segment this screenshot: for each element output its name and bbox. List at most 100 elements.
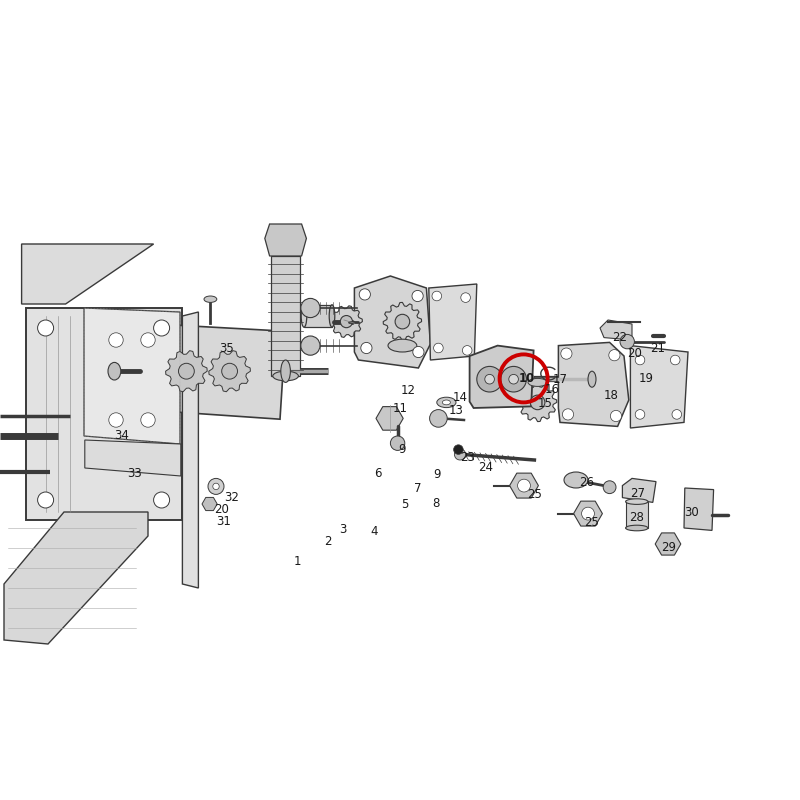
Circle shape <box>359 289 370 300</box>
Circle shape <box>461 293 470 302</box>
Polygon shape <box>518 383 557 422</box>
Ellipse shape <box>330 305 335 327</box>
Ellipse shape <box>528 378 547 386</box>
Circle shape <box>434 343 443 353</box>
Circle shape <box>432 291 442 301</box>
Text: 22: 22 <box>613 331 627 344</box>
Circle shape <box>141 413 155 427</box>
Polygon shape <box>209 350 250 392</box>
Ellipse shape <box>588 371 596 387</box>
Text: 4: 4 <box>370 525 378 538</box>
Circle shape <box>454 449 466 460</box>
Polygon shape <box>383 302 422 341</box>
Circle shape <box>609 350 620 361</box>
Circle shape <box>361 342 372 354</box>
Polygon shape <box>354 276 430 368</box>
Text: 26: 26 <box>579 476 594 489</box>
Text: 18: 18 <box>604 389 618 402</box>
Text: 35: 35 <box>219 342 234 355</box>
Ellipse shape <box>626 525 648 531</box>
Circle shape <box>340 315 353 328</box>
Circle shape <box>222 363 238 379</box>
Circle shape <box>395 314 410 329</box>
Text: 1: 1 <box>294 555 302 568</box>
Polygon shape <box>470 346 534 408</box>
Bar <box>626 502 648 528</box>
Polygon shape <box>376 406 403 430</box>
Text: 3: 3 <box>338 523 346 536</box>
Ellipse shape <box>301 305 307 327</box>
Text: 29: 29 <box>662 541 676 554</box>
Circle shape <box>390 436 405 450</box>
Polygon shape <box>684 488 714 530</box>
Circle shape <box>38 492 54 508</box>
Circle shape <box>485 374 494 384</box>
Circle shape <box>454 445 463 454</box>
Circle shape <box>635 355 645 365</box>
Polygon shape <box>574 501 602 526</box>
Circle shape <box>670 355 680 365</box>
Ellipse shape <box>281 360 290 382</box>
Polygon shape <box>202 498 218 510</box>
Circle shape <box>477 366 502 392</box>
Circle shape <box>603 481 616 494</box>
Circle shape <box>154 492 170 508</box>
Ellipse shape <box>437 397 456 407</box>
Polygon shape <box>429 284 477 360</box>
Text: 27: 27 <box>630 487 645 500</box>
Polygon shape <box>622 478 656 502</box>
Circle shape <box>561 348 572 359</box>
Circle shape <box>610 410 622 422</box>
Circle shape <box>109 333 123 347</box>
Text: 23: 23 <box>461 451 475 464</box>
Text: 25: 25 <box>585 516 599 529</box>
Text: 12: 12 <box>401 384 415 397</box>
Text: 9: 9 <box>433 468 441 481</box>
Polygon shape <box>655 533 681 555</box>
Bar <box>26 308 182 520</box>
Circle shape <box>462 346 472 355</box>
Text: 2: 2 <box>324 535 332 548</box>
Bar <box>271 256 300 376</box>
Circle shape <box>530 395 545 410</box>
Polygon shape <box>4 512 148 644</box>
Text: 15: 15 <box>538 397 553 410</box>
Circle shape <box>141 333 155 347</box>
Ellipse shape <box>564 472 588 488</box>
Circle shape <box>562 409 574 420</box>
Circle shape <box>38 320 54 336</box>
Circle shape <box>672 410 682 419</box>
Polygon shape <box>182 312 198 588</box>
Circle shape <box>635 410 645 419</box>
Text: 5: 5 <box>401 498 409 510</box>
Text: 31: 31 <box>216 515 230 528</box>
Circle shape <box>213 483 219 490</box>
Text: 20: 20 <box>627 347 642 360</box>
Text: 13: 13 <box>449 404 463 417</box>
Ellipse shape <box>204 296 217 302</box>
Circle shape <box>501 366 526 392</box>
Text: 33: 33 <box>127 467 142 480</box>
Ellipse shape <box>626 499 648 505</box>
Circle shape <box>509 374 518 384</box>
Circle shape <box>413 346 424 358</box>
Circle shape <box>620 334 634 349</box>
Text: 30: 30 <box>685 506 699 518</box>
Circle shape <box>430 410 447 427</box>
Text: 34: 34 <box>114 429 129 442</box>
Text: 20: 20 <box>214 503 229 516</box>
Polygon shape <box>84 308 180 444</box>
Polygon shape <box>600 320 632 340</box>
Polygon shape <box>140 323 286 419</box>
Text: 8: 8 <box>432 497 440 510</box>
Polygon shape <box>22 244 154 304</box>
Text: 7: 7 <box>414 482 422 494</box>
Text: 9: 9 <box>398 443 406 456</box>
Text: 10: 10 <box>518 372 534 385</box>
Circle shape <box>301 298 320 318</box>
Text: 14: 14 <box>453 391 467 404</box>
Circle shape <box>109 413 123 427</box>
Polygon shape <box>265 224 306 256</box>
Ellipse shape <box>388 339 417 352</box>
Circle shape <box>582 507 594 520</box>
